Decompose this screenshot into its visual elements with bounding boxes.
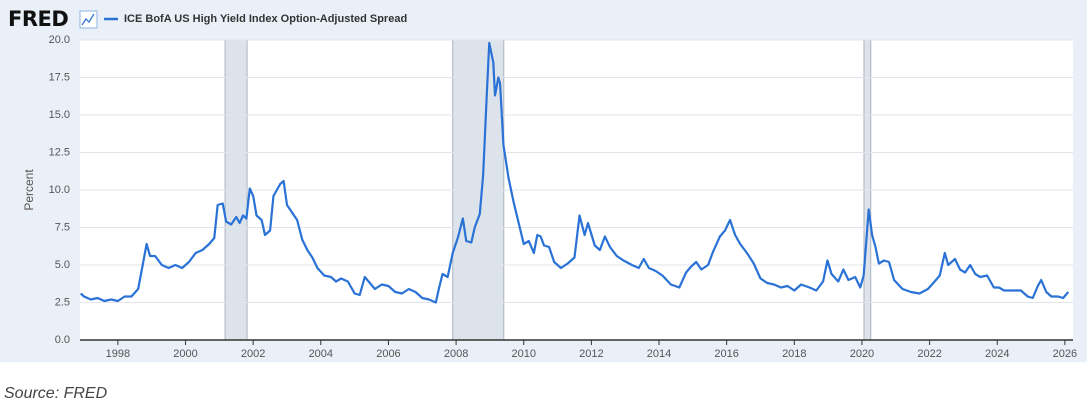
x-tick-label: 2012 [579, 348, 603, 360]
y-tick-label: 17.5 [49, 71, 70, 83]
x-tick-label: 2002 [241, 348, 265, 360]
legend-label: ICE BofA US High Yield Index Option-Adju… [124, 13, 407, 25]
y-axis-label: Percent [22, 169, 36, 211]
x-tick-label: 2006 [376, 348, 400, 360]
y-tick-label: 0.0 [55, 334, 70, 346]
grid [80, 39, 1073, 341]
lines [79, 41, 1070, 304]
logo-icon [79, 10, 98, 29]
x-tick-label: 1998 [106, 348, 130, 360]
x-tick-label: 2024 [985, 348, 1009, 360]
logo-icon-line [81, 13, 95, 26]
series-line [79, 41, 1070, 304]
x-tick-label: 2016 [714, 348, 738, 360]
x-tick-label: 2018 [782, 348, 806, 360]
x-tick-label: 2010 [511, 348, 535, 360]
x-tick-label: 2008 [444, 348, 468, 360]
y-tick-label: 20.0 [49, 34, 70, 46]
y-tick-label: 12.5 [49, 146, 70, 158]
y-tick-label: 5.0 [55, 259, 70, 271]
x-tick-label: 2004 [309, 348, 333, 360]
y-tick-label: 7.5 [55, 221, 70, 233]
y-tick-label: 2.5 [55, 296, 70, 308]
logo: FRED [8, 7, 68, 31]
x-tick-label: 2014 [647, 348, 671, 360]
x-tick-label: 2000 [173, 348, 197, 360]
y-tick-label: 15.0 [49, 109, 70, 121]
x-tick-label: 2026 [1053, 348, 1077, 360]
source: Source: FRED [4, 385, 108, 402]
x-tick-label: 2020 [850, 348, 874, 360]
y-tick-label: 10.0 [49, 184, 70, 196]
x-tick-label: 2022 [917, 348, 941, 360]
